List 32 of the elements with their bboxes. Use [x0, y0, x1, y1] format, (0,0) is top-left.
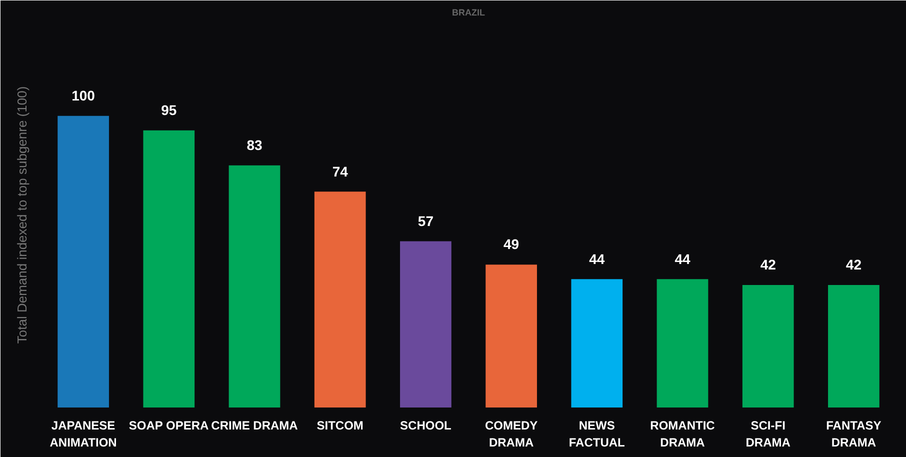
bar [486, 264, 537, 408]
bar [143, 130, 195, 408]
bar [314, 192, 366, 408]
x-tick-label: CRIME DRAMA [211, 418, 298, 432]
x-tick-label: NEWS FACTUAL [568, 418, 625, 450]
x-tick-label: SCHOOL [400, 418, 452, 432]
bar [742, 285, 794, 408]
bar [58, 116, 109, 408]
data-label: 42 [760, 256, 776, 273]
bar [400, 241, 452, 408]
x-tick-label: SITCOM [316, 418, 364, 432]
data-label: 49 [504, 236, 520, 252]
data-label: 44 [674, 250, 690, 267]
x-tick-label: JAPANESE ANIMATION [50, 418, 117, 450]
x-tick-label: SOAP OPERA [128, 418, 210, 432]
y-axis-title: Total Demand indexed to top subgenre (100) [14, 86, 30, 344]
data-label: 83 [246, 137, 262, 154]
x-tick-label: FANTASY DRAMA [826, 418, 882, 450]
x-tick-label: SCI-FI DRAMA [746, 418, 791, 450]
data-label: 74 [332, 163, 348, 180]
data-label: 57 [418, 212, 434, 229]
data-label: 44 [589, 250, 605, 267]
data-label: 100 [72, 87, 96, 104]
bar [828, 285, 880, 408]
bar [656, 279, 708, 408]
bar [571, 279, 623, 408]
data-label: 42 [846, 256, 862, 273]
data-label: 95 [161, 102, 177, 118]
x-tick-label: ROMANTIC DRAMA [650, 418, 716, 450]
x-tick-label: COMEDY DRAMA [484, 418, 538, 450]
bar [228, 165, 280, 408]
chart-title: BRAZIL [452, 8, 486, 18]
